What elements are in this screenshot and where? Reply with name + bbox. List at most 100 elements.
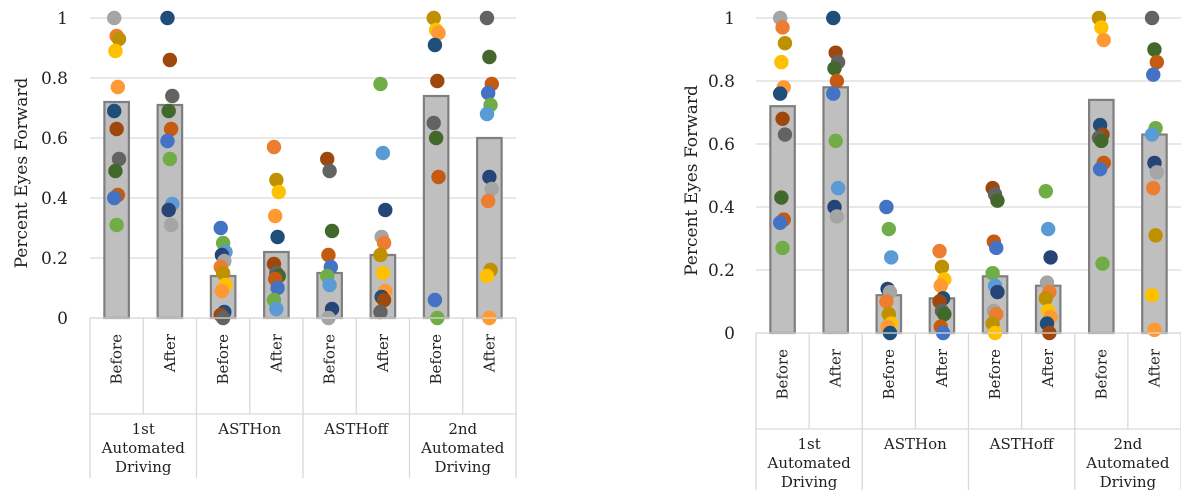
category-label: After [480, 333, 498, 373]
y-tick-label: 0.2 [41, 249, 68, 269]
data-point [320, 151, 335, 167]
data-point [989, 240, 1004, 256]
data-point [161, 202, 176, 218]
data-point [1043, 250, 1058, 265]
data-point [772, 86, 788, 101]
group-label: Driving [781, 473, 838, 491]
data-point [163, 121, 179, 137]
data-point [774, 190, 789, 205]
data-point [269, 172, 284, 188]
data-point [480, 85, 496, 101]
data-point [937, 306, 952, 322]
data-point [985, 265, 1000, 281]
data-point [160, 133, 175, 149]
y-tick-label: 0.8 [41, 69, 68, 89]
data-point [774, 54, 789, 70]
group-label: ASTHoff [989, 435, 1055, 453]
group-label: ASTHoff [323, 420, 389, 438]
data-point [160, 10, 175, 26]
data-point [1092, 162, 1108, 177]
data-point [777, 36, 793, 51]
data-point [772, 215, 788, 230]
group-label: 2nd [448, 420, 477, 438]
y-tick-label: 0.6 [708, 135, 735, 155]
data-point [109, 121, 124, 137]
data-point [990, 193, 1005, 208]
data-point [108, 43, 123, 59]
data-point [826, 86, 841, 101]
data-point [111, 31, 127, 47]
data-point [933, 278, 948, 293]
data-point [111, 151, 127, 167]
data-point [1094, 20, 1109, 35]
data-point [270, 229, 285, 245]
group-label: 1st [132, 420, 155, 438]
data-point [826, 10, 841, 26]
data-point [426, 115, 441, 131]
data-point [373, 76, 388, 92]
category-label: Before [880, 349, 898, 400]
data-point [428, 130, 444, 146]
y-tick-label: 1 [57, 9, 68, 29]
data-point [479, 106, 495, 122]
category-label: After [933, 348, 951, 388]
data-point [775, 20, 790, 35]
data-point [934, 259, 950, 275]
group-label: Automated [101, 439, 186, 457]
group-label: ASTHon [883, 435, 947, 453]
data-point [267, 208, 283, 224]
data-point [827, 61, 842, 76]
category-label: After [827, 348, 845, 388]
data-point [884, 250, 899, 265]
data-point [932, 243, 947, 259]
data-point [376, 235, 392, 251]
data-point [482, 169, 497, 185]
data-point [1148, 228, 1163, 243]
y-axis-label: Percent Eyes Forward [682, 85, 702, 276]
left-chart: 0 0.2 0.4 0.6 0.8 1 Percent Eyes Forward Before… [12, 9, 517, 478]
y-tick-label: 1 [724, 9, 735, 29]
data-point [375, 145, 391, 161]
data-point [107, 190, 122, 206]
data-point [109, 217, 124, 233]
data-point [322, 163, 337, 179]
y-axis-label: Percent Eyes Forward [12, 78, 32, 269]
category-label: Before [108, 334, 126, 385]
data-point [373, 247, 388, 263]
bar [476, 136, 503, 320]
category-label: After [1145, 348, 1163, 388]
data-point [1094, 133, 1109, 149]
category-label: After [1039, 348, 1057, 388]
group-label: 2nd [1113, 435, 1142, 453]
category-label: Before [214, 334, 232, 385]
y-tick-label: 0 [724, 324, 735, 344]
data-point [1146, 180, 1161, 196]
data-point [777, 127, 793, 142]
data-point [1038, 184, 1053, 199]
y-tick-label: 0.2 [708, 261, 735, 281]
data-point [321, 247, 336, 263]
data-point [1147, 42, 1162, 57]
data-point [107, 10, 122, 26]
category-label: Before [986, 349, 1004, 400]
data-point [427, 292, 443, 308]
data-point [775, 240, 790, 256]
data-point [1038, 291, 1053, 306]
data-point [378, 202, 393, 218]
category-label: Before [774, 349, 792, 400]
data-point [214, 283, 230, 299]
data-point [163, 217, 179, 233]
data-point [479, 10, 495, 26]
data-point [426, 10, 441, 26]
group-label: ASTHon [217, 420, 281, 438]
data-point [1096, 32, 1111, 48]
data-point [161, 103, 176, 119]
data-point [1144, 288, 1160, 303]
data-point [431, 25, 446, 41]
data-point [1149, 165, 1165, 180]
data-point [215, 265, 231, 281]
category-label: After [161, 333, 179, 373]
category-label: Before [1092, 349, 1110, 400]
data-point [881, 221, 897, 237]
data-point [266, 139, 282, 155]
